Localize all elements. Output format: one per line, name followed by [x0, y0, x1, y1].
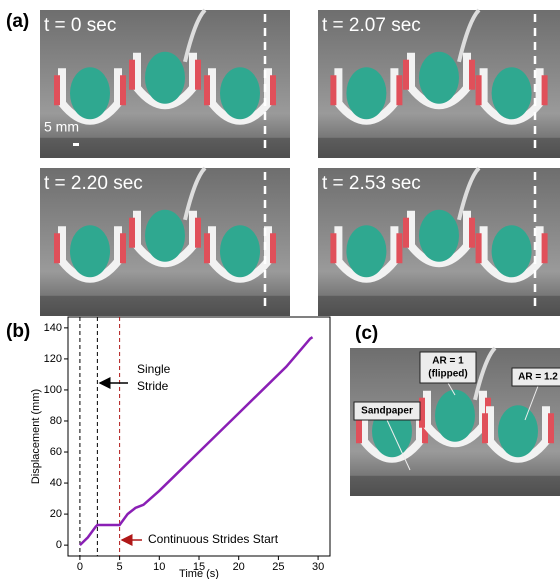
y-tick-label: 140	[44, 322, 62, 334]
pad	[204, 75, 210, 105]
body	[145, 52, 185, 104]
x-tick-label: 10	[153, 561, 165, 573]
pad	[469, 218, 475, 248]
body	[70, 67, 110, 119]
x-tick-label: 0	[77, 561, 83, 573]
pad	[195, 60, 201, 90]
pad	[195, 218, 201, 248]
annotation: Continuous Strides Start	[148, 532, 279, 546]
annotation: Stride	[137, 379, 169, 393]
data-line	[80, 337, 313, 545]
body	[492, 225, 532, 277]
ground	[318, 138, 560, 158]
x-tick-label: 30	[312, 561, 324, 573]
scale-bar-label: 5 mm	[44, 119, 79, 135]
panel-label: (a)	[6, 11, 29, 32]
pad	[403, 218, 409, 248]
x-tick-label: 20	[233, 561, 245, 573]
y-axis-label: Displacement (mm)	[30, 389, 42, 484]
y-tick-label: 20	[50, 508, 62, 520]
pad	[476, 75, 482, 105]
y-tick-label: 80	[50, 415, 62, 427]
body	[220, 67, 260, 119]
pad	[120, 233, 126, 263]
frame-caption: t = 0 sec	[44, 15, 116, 36]
pad	[330, 75, 336, 105]
annotation: Single	[137, 362, 171, 376]
frame-caption: t = 2.53 sec	[322, 173, 421, 194]
frame-caption: t = 2.20 sec	[44, 173, 143, 194]
pad	[542, 233, 548, 263]
body	[419, 52, 459, 104]
callout-text: (flipped)	[428, 369, 467, 380]
body	[346, 225, 386, 277]
pad	[476, 233, 482, 263]
ground	[350, 476, 560, 496]
body	[435, 390, 475, 442]
panel-label: (b)	[6, 321, 30, 342]
pad	[396, 233, 402, 263]
y-tick-label: 100	[44, 384, 62, 396]
plot-frame	[68, 317, 330, 556]
body	[70, 225, 110, 277]
callout-text: AR = 1	[432, 356, 464, 367]
pad	[54, 233, 60, 263]
pad	[542, 75, 548, 105]
x-tick-label: 25	[272, 561, 284, 573]
pad	[54, 75, 60, 105]
x-tick-label: 5	[117, 561, 123, 573]
callout-text: AR = 1.2	[518, 372, 558, 383]
panel-label: (c)	[355, 323, 378, 344]
body	[220, 225, 260, 277]
x-axis-label: Time (s)	[179, 568, 219, 579]
pad	[204, 233, 210, 263]
pad	[396, 75, 402, 105]
body	[419, 210, 459, 262]
pad	[548, 413, 554, 443]
pad	[129, 60, 135, 90]
pad	[129, 218, 135, 248]
pad	[270, 233, 276, 263]
body	[346, 67, 386, 119]
ground	[40, 138, 290, 158]
body	[145, 210, 185, 262]
figure: (a) (b) (c) t = 0 sec t = 2.07 sec t = 2.2…	[0, 0, 560, 579]
body	[492, 67, 532, 119]
pad	[482, 413, 488, 443]
ground	[318, 296, 560, 316]
y-tick-label: 120	[44, 353, 62, 365]
ground	[40, 296, 290, 316]
pad	[469, 60, 475, 90]
y-tick-label: 40	[50, 477, 62, 489]
pad	[120, 75, 126, 105]
scale-bar	[73, 143, 79, 146]
body	[498, 405, 538, 457]
frame-caption: t = 2.07 sec	[322, 15, 421, 36]
y-tick-label: 0	[56, 539, 62, 551]
pad	[403, 60, 409, 90]
pad	[330, 233, 336, 263]
pad	[270, 75, 276, 105]
y-tick-label: 60	[50, 446, 62, 458]
callout-text: Sandpaper	[361, 406, 413, 417]
